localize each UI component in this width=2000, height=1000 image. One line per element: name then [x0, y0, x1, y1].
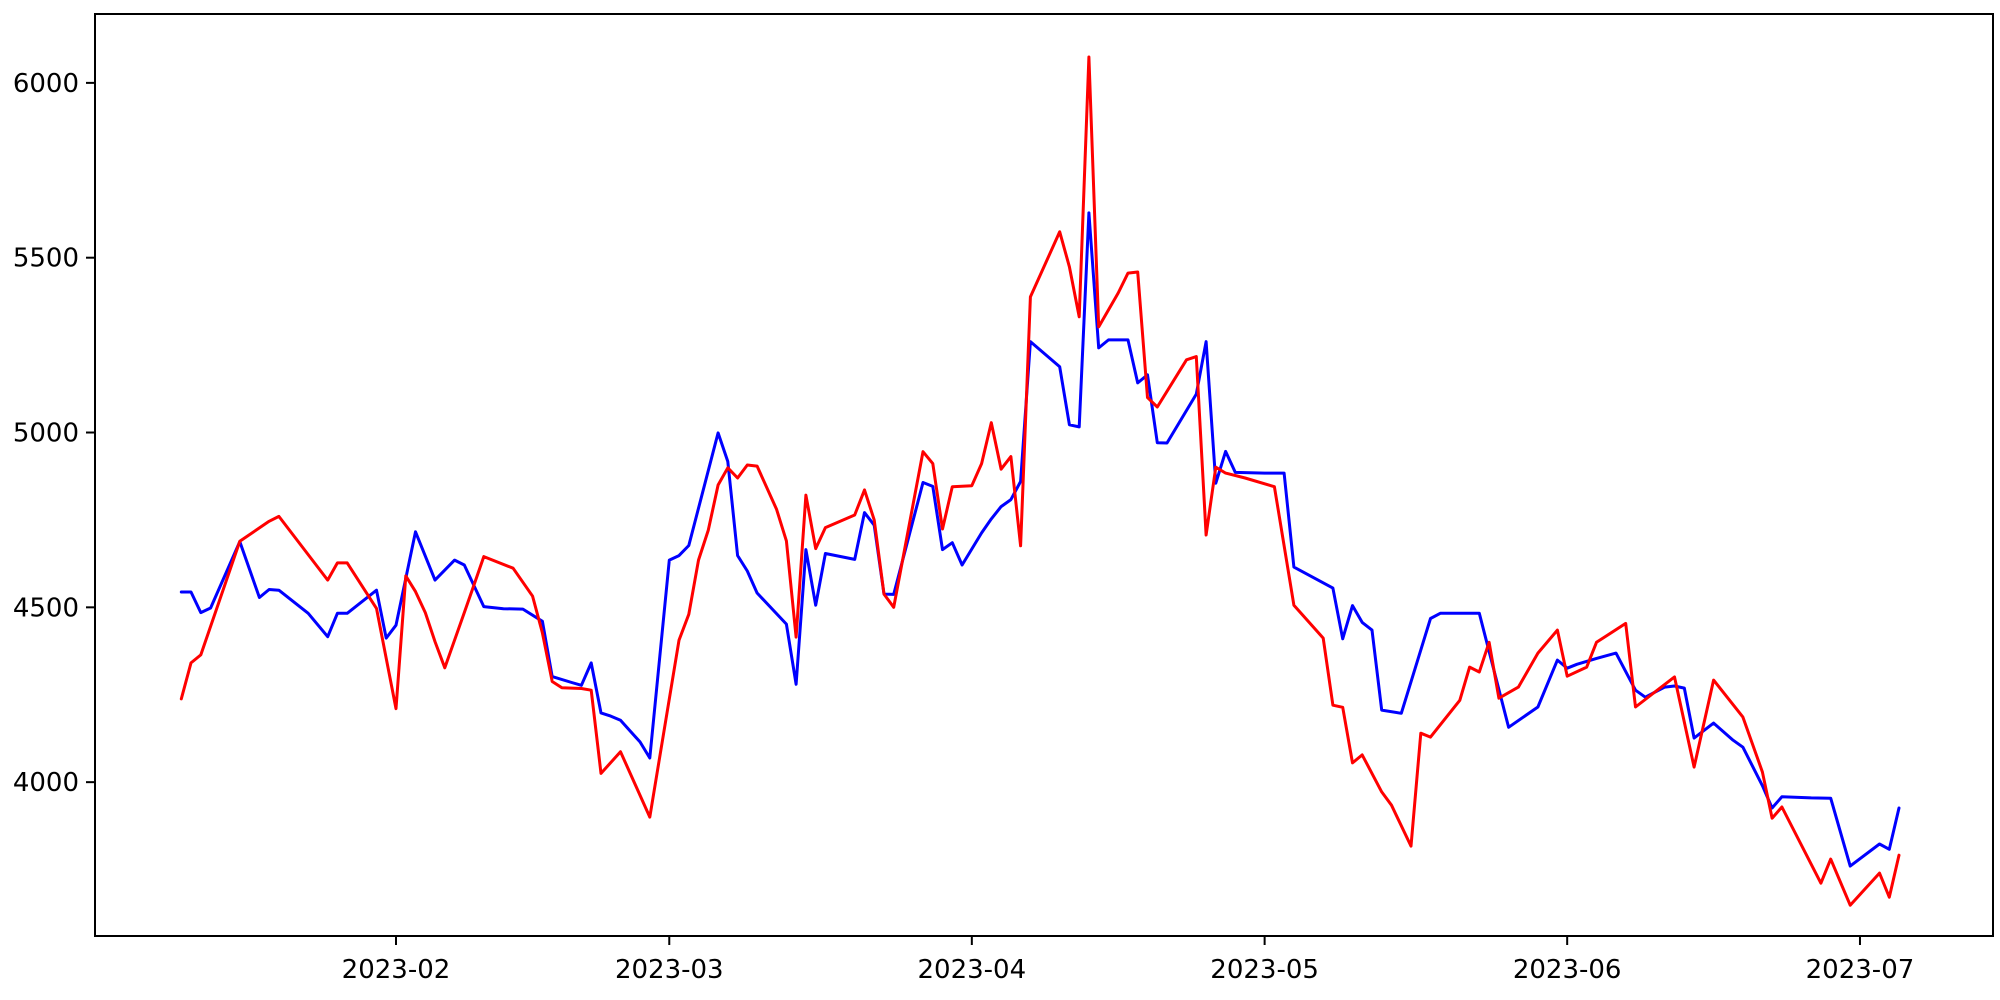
series-line-red	[179, 55, 1901, 907]
series-line-blue	[179, 211, 1901, 868]
x-tick-label: 2023-02	[342, 955, 451, 985]
x-tick-label: 2023-06	[1513, 955, 1622, 985]
x-tick-label: 2023-05	[1210, 955, 1319, 985]
y-tick-label: 5500	[13, 244, 79, 274]
plot-frame	[94, 13, 1994, 937]
y-tick-label: 5000	[13, 419, 79, 449]
y-tick-label: 4500	[13, 593, 79, 623]
y-tick-label: 4000	[13, 768, 79, 798]
y-tick-label: 6000	[13, 69, 79, 99]
x-tick-label: 2023-04	[918, 955, 1027, 985]
x-tick-label: 2023-07	[1806, 955, 1915, 985]
x-tick-label: 2023-03	[615, 955, 724, 985]
